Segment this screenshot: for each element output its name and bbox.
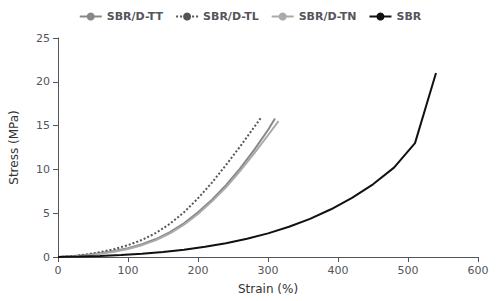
svg-text:600: 600 [468, 264, 489, 277]
svg-text:300: 300 [258, 264, 279, 277]
svg-text:SBR: SBR [396, 10, 421, 23]
svg-text:20: 20 [36, 75, 50, 88]
svg-text:Stress (MPa): Stress (MPa) [7, 110, 21, 184]
svg-text:500: 500 [398, 264, 419, 277]
svg-text:SBR/D-TL: SBR/D-TL [203, 10, 259, 23]
svg-text:25: 25 [36, 32, 50, 45]
svg-text:100: 100 [118, 264, 139, 277]
svg-text:5: 5 [43, 207, 50, 220]
svg-text:SBR/D-TN: SBR/D-TN [299, 10, 357, 23]
svg-text:SBR/D-TT: SBR/D-TT [107, 10, 164, 23]
svg-text:0: 0 [55, 264, 62, 277]
svg-text:15: 15 [36, 119, 50, 132]
svg-text:Strain (%): Strain (%) [238, 282, 298, 296]
svg-text:200: 200 [188, 264, 209, 277]
svg-text:400: 400 [328, 264, 349, 277]
svg-text:10: 10 [36, 163, 50, 176]
svg-text:0: 0 [43, 251, 50, 264]
